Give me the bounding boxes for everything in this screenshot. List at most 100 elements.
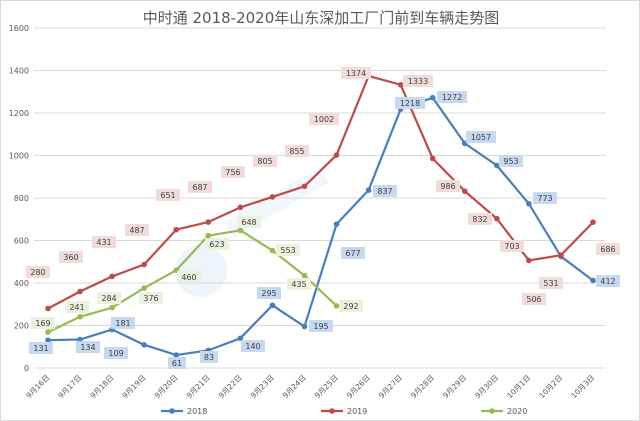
data-label-2020: 169 bbox=[35, 319, 50, 328]
legend-label-2020: 2020 bbox=[507, 407, 527, 416]
data-point-2019 bbox=[590, 219, 596, 226]
data-point-2018 bbox=[333, 221, 340, 227]
x-tick-label: 9月28日 bbox=[409, 373, 436, 400]
data-label-bg bbox=[65, 301, 89, 313]
data-label-bg bbox=[31, 317, 55, 329]
data-label-bg bbox=[76, 341, 100, 353]
x-tick-label: 9月22日 bbox=[217, 373, 244, 400]
data-point-2019 bbox=[77, 288, 83, 295]
data-label-2020: 648 bbox=[241, 218, 256, 227]
data-label-2019: 1002 bbox=[314, 115, 334, 124]
y-tick-label: 0 bbox=[24, 364, 29, 373]
data-label-bg bbox=[466, 131, 496, 143]
data-label-2020: 376 bbox=[143, 294, 158, 303]
data-label-2019: 531 bbox=[543, 279, 558, 288]
x-tick-label: 9月27日 bbox=[377, 373, 404, 400]
data-point-2018 bbox=[590, 277, 596, 284]
data-label-bg bbox=[111, 317, 135, 329]
x-tick-label: 9月17日 bbox=[56, 373, 83, 400]
data-label-2019: 360 bbox=[63, 253, 78, 262]
data-point-2019 bbox=[109, 273, 115, 280]
legend-marker-2019 bbox=[329, 408, 335, 414]
data-label-bg bbox=[237, 216, 261, 228]
data-label-2019: 1333 bbox=[408, 77, 428, 86]
data-label-2020: 623 bbox=[209, 240, 224, 249]
data-point-2019 bbox=[526, 257, 532, 264]
data-label-bg bbox=[221, 166, 245, 178]
legend-marker-2020 bbox=[489, 408, 495, 414]
data-point-2020 bbox=[237, 227, 244, 234]
data-point-2020 bbox=[205, 232, 212, 239]
data-label-bg bbox=[436, 180, 460, 192]
data-point-2019 bbox=[397, 81, 404, 88]
x-tick-label: 9月29日 bbox=[441, 373, 468, 400]
data-label-bg bbox=[205, 238, 229, 250]
x-tick-label: 10月2日 bbox=[537, 373, 564, 400]
y-tick-label: 200 bbox=[14, 322, 29, 331]
x-tick-label: 9月20日 bbox=[153, 373, 180, 400]
data-label-2018: 677 bbox=[345, 249, 360, 258]
data-label-2018: 131 bbox=[33, 344, 48, 353]
data-label-bg bbox=[437, 91, 467, 103]
data-point-2019 bbox=[173, 226, 180, 233]
data-point-2020 bbox=[333, 303, 340, 309]
y-tick-label: 400 bbox=[14, 279, 29, 288]
x-tick-label: 9月16日 bbox=[24, 373, 51, 400]
data-label-2018: 1272 bbox=[442, 93, 462, 102]
data-label-bg bbox=[309, 320, 333, 332]
data-label-2020: 241 bbox=[69, 303, 84, 312]
data-point-2018 bbox=[45, 337, 51, 343]
y-tick-label: 1200 bbox=[9, 109, 29, 118]
data-label-bg bbox=[241, 340, 265, 352]
x-tick-label: 9月26日 bbox=[345, 373, 372, 400]
data-label-bg bbox=[139, 292, 163, 304]
data-label-2019: 687 bbox=[192, 183, 207, 192]
data-label-2018: 773 bbox=[537, 194, 552, 203]
data-point-2018 bbox=[237, 335, 244, 342]
data-label-2018: 61 bbox=[172, 359, 182, 368]
legend-marker-2018 bbox=[169, 408, 175, 414]
data-label-bg bbox=[29, 342, 53, 354]
data-point-2019 bbox=[429, 155, 436, 162]
data-label-bg bbox=[59, 251, 83, 263]
data-label-2018: 953 bbox=[503, 157, 518, 166]
data-point-2019 bbox=[333, 152, 340, 158]
x-tick-label: 10月1日 bbox=[505, 373, 532, 400]
data-point-2018 bbox=[269, 302, 276, 309]
data-label-2019: 487 bbox=[129, 226, 144, 235]
legend-label-2019: 2019 bbox=[347, 407, 367, 416]
x-tick-label: 9月25日 bbox=[313, 373, 340, 400]
x-tick-label: 9月18日 bbox=[88, 373, 115, 400]
data-label-2020: 460 bbox=[181, 273, 196, 282]
series-line-2018 bbox=[47, 96, 594, 357]
data-label-bg bbox=[341, 67, 371, 79]
data-label-bg bbox=[395, 97, 425, 109]
y-tick-label: 1000 bbox=[9, 152, 29, 161]
data-label-2018: 181 bbox=[115, 319, 130, 328]
data-point-2019 bbox=[205, 219, 212, 225]
data-label-2019: 832 bbox=[472, 215, 487, 224]
x-tick-label: 9月21日 bbox=[185, 373, 212, 400]
x-tick-label: 9月24日 bbox=[281, 373, 308, 400]
data-point-2018 bbox=[494, 162, 500, 169]
data-label-2019: 431 bbox=[96, 238, 111, 247]
data-label-2018: 140 bbox=[245, 342, 260, 351]
data-label-bg bbox=[341, 247, 365, 259]
data-point-2018 bbox=[365, 187, 372, 193]
data-label-bg bbox=[97, 292, 121, 304]
data-point-2020 bbox=[269, 247, 276, 254]
data-point-2019 bbox=[141, 261, 147, 268]
data-label-2018: 134 bbox=[80, 343, 95, 352]
data-label-bg bbox=[177, 271, 201, 283]
data-point-2018 bbox=[173, 352, 180, 358]
data-point-2018 bbox=[526, 200, 532, 207]
data-label-bg bbox=[104, 347, 128, 359]
legend-label-2018: 2018 bbox=[187, 407, 207, 416]
x-tick-label: 9月19日 bbox=[120, 373, 147, 400]
data-point-2019 bbox=[494, 215, 500, 222]
y-tick-label: 1400 bbox=[9, 67, 29, 76]
data-label-bg bbox=[168, 357, 186, 369]
data-label-bg bbox=[285, 145, 309, 157]
